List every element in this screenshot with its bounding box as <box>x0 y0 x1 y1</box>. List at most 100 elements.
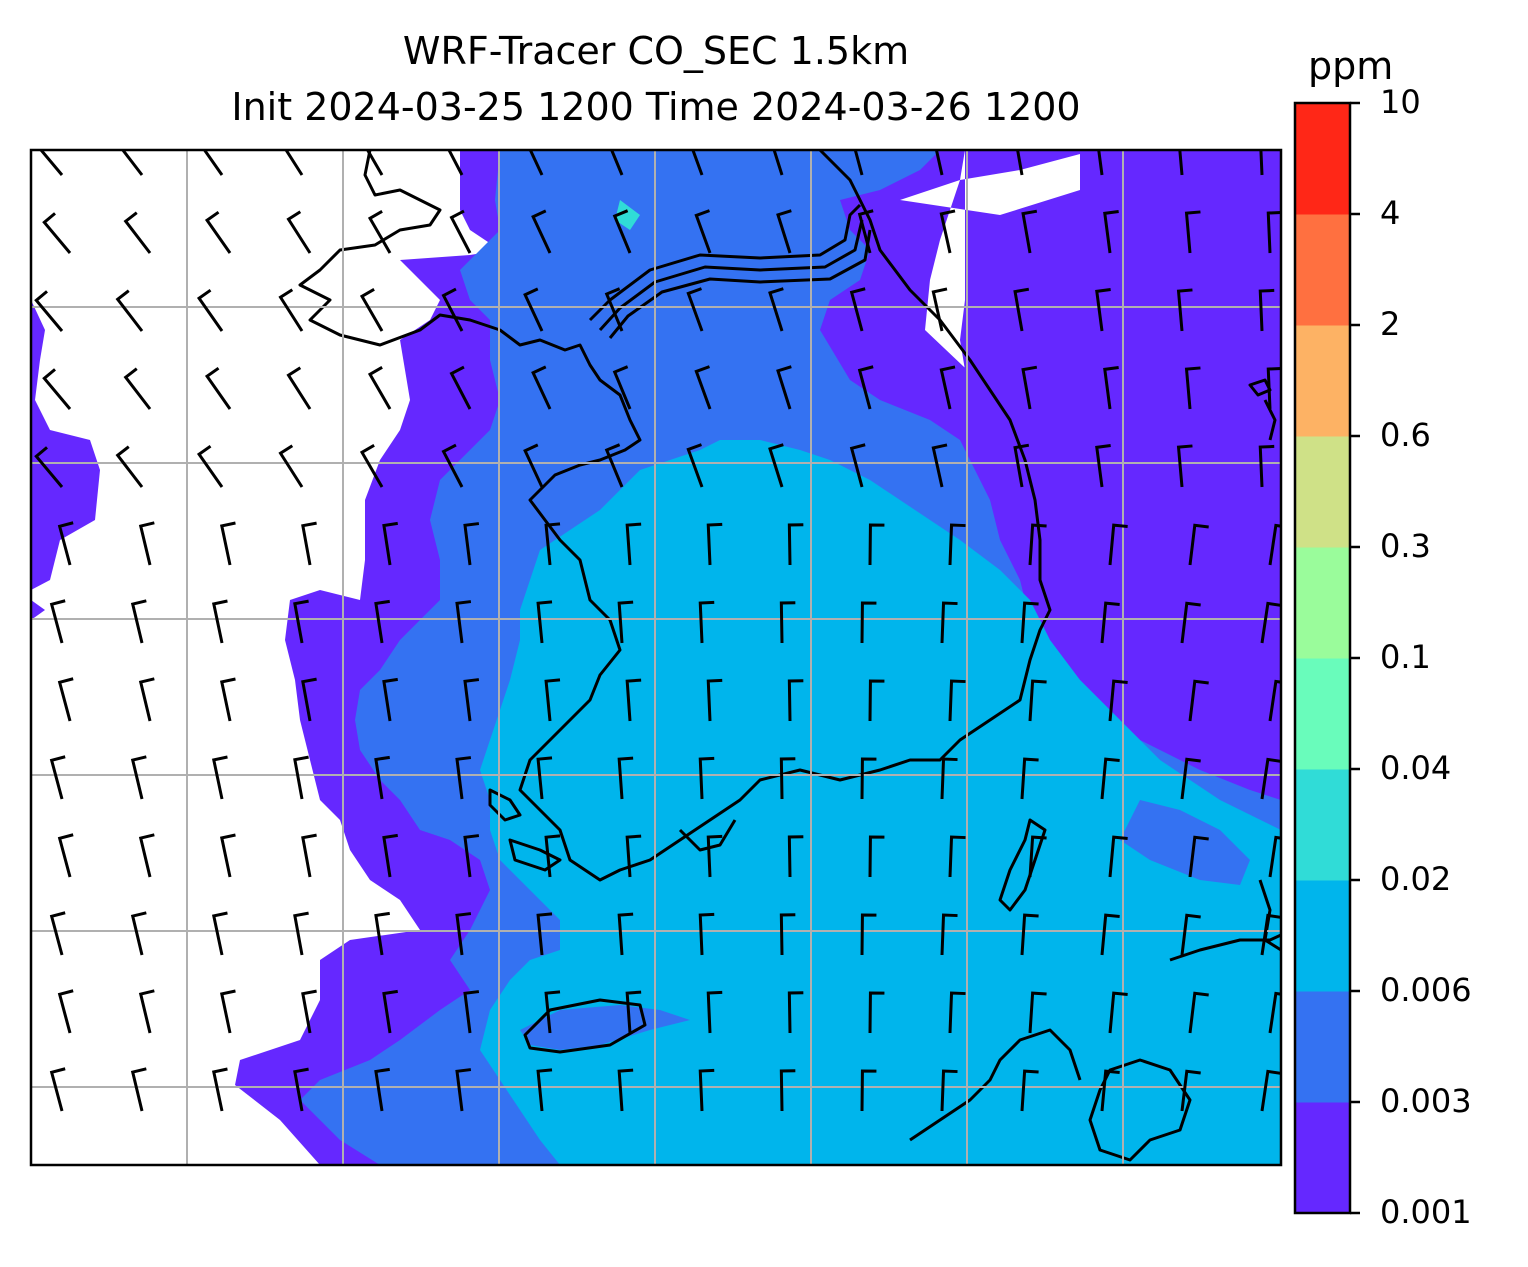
wind-barb <box>686 443 704 488</box>
wind-barb <box>940 913 958 956</box>
wind-barb <box>382 989 398 1034</box>
wind-barb <box>625 678 642 722</box>
wind-barb <box>196 288 224 332</box>
wind-barb <box>787 991 804 1034</box>
wind-barb <box>612 209 632 254</box>
map-frame <box>29 148 1283 1167</box>
wind-barb <box>776 365 792 410</box>
wind-barb <box>34 446 64 488</box>
wind-barb <box>455 912 472 956</box>
wind-barb <box>204 210 232 254</box>
wind-barb <box>196 444 224 488</box>
wind-barb <box>1103 210 1119 254</box>
wind-barb <box>1259 150 1264 176</box>
wind-barb <box>604 287 624 332</box>
wind-barb <box>123 367 152 410</box>
wind-barb <box>463 678 480 722</box>
wind-barb <box>301 521 317 566</box>
wind-barb <box>857 365 874 410</box>
colorbar-tick-label: 10 <box>1380 83 1421 121</box>
wind-barb <box>1258 444 1275 488</box>
wind-barb <box>544 834 561 878</box>
colorbar-segment <box>1295 991 1350 1103</box>
wind-barb <box>130 599 147 644</box>
coastline <box>298 150 1281 1162</box>
wind-barb <box>1260 1069 1281 1112</box>
wind-barb <box>1176 444 1193 488</box>
wind-barb <box>1260 757 1281 800</box>
colorbar-segment <box>1295 214 1350 326</box>
wind-barb <box>1100 913 1120 956</box>
colorbar-segment <box>1295 1102 1350 1214</box>
wind-barb <box>49 755 66 800</box>
wind-barb <box>219 677 236 722</box>
wind-barb <box>544 990 561 1034</box>
wind-barb <box>278 444 304 488</box>
wind-barb <box>698 756 715 800</box>
wind-barb <box>293 1067 309 1112</box>
wind-barb <box>138 989 155 1034</box>
wind-barb <box>698 600 715 644</box>
wind-barb <box>617 1068 634 1112</box>
wind-barb <box>449 209 472 254</box>
wind-barb <box>49 911 66 956</box>
colorbar-segment <box>1295 436 1350 548</box>
wind-barb <box>130 1067 147 1112</box>
wind-barb <box>1108 991 1128 1034</box>
wind-barb <box>849 287 866 332</box>
wind-barb <box>286 210 312 254</box>
wind-barb <box>857 209 874 254</box>
wind-barb <box>138 677 155 722</box>
wind-barb <box>1021 365 1038 410</box>
wind-barb <box>1108 523 1128 566</box>
wind-barb <box>57 521 74 566</box>
wind-barb <box>1095 444 1111 488</box>
wind-barb <box>382 521 398 566</box>
wind-barb <box>441 443 464 488</box>
wind-barb <box>625 990 642 1034</box>
wind-barb <box>1028 835 1047 878</box>
wind-barb <box>39 150 64 176</box>
wind-barb <box>1013 287 1030 332</box>
wind-barb <box>123 211 152 254</box>
wind-barb <box>1020 757 1039 800</box>
wind-barb <box>544 522 561 566</box>
wind-barb <box>1108 835 1128 878</box>
wind-barb <box>860 601 877 644</box>
wind-barb <box>219 989 236 1034</box>
wind-barb <box>441 287 464 332</box>
wind-barb <box>120 150 144 176</box>
wind-barb <box>1178 150 1184 176</box>
wind-barb <box>1028 991 1047 1034</box>
wind-barb <box>1180 1069 1201 1112</box>
wind-barb <box>42 212 72 254</box>
wind-barb <box>523 443 544 488</box>
contour-0.001-west <box>31 300 100 590</box>
colorbar-segment <box>1295 880 1350 992</box>
wind-barb <box>948 835 966 878</box>
wind-barb <box>57 989 74 1034</box>
wind-barb <box>202 150 224 176</box>
wind-barb <box>776 209 792 254</box>
wind-barb <box>940 601 958 644</box>
wind-barb <box>49 1067 66 1112</box>
wind-barb <box>698 912 715 956</box>
wind-barb <box>1097 150 1104 176</box>
wind-barb <box>211 911 228 956</box>
wind-barb <box>1184 366 1201 410</box>
wind-barb <box>698 1068 715 1112</box>
colorbar-tick-label: 0.003 <box>1380 1082 1472 1120</box>
wind-barb <box>1021 209 1038 254</box>
wind-barb <box>617 756 634 800</box>
wind-barb <box>1108 679 1128 722</box>
wind-barbs <box>34 150 1281 1112</box>
wind-barb <box>42 368 72 410</box>
wind-barb <box>211 599 228 644</box>
wind-barb <box>463 990 480 1034</box>
wind-barb <box>1266 210 1281 254</box>
wind-barb <box>1013 443 1030 488</box>
wind-barb <box>948 523 966 566</box>
wind-barb <box>853 150 864 176</box>
wind-barb <box>1176 288 1193 332</box>
